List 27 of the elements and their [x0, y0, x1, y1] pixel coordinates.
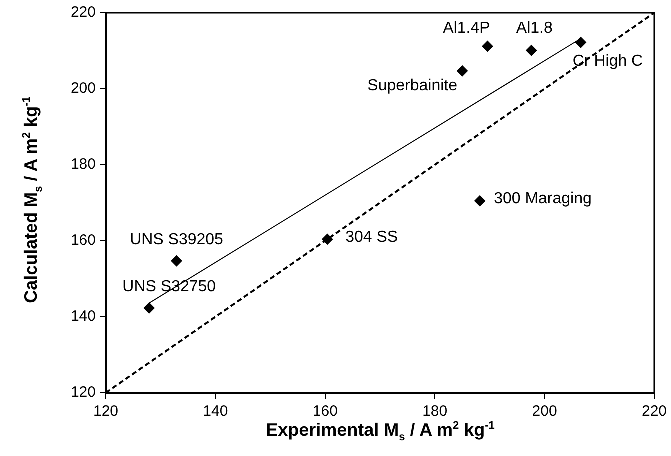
x-tick-label: 160 — [312, 403, 338, 420]
annotation: Al1.8 — [516, 20, 553, 38]
x-tick-label: 120 — [93, 403, 119, 420]
point — [322, 234, 334, 245]
x-axis-title: Experimental M$_{s}$ / A m$^{2}$ kg$^{-1}$ — [265, 420, 496, 444]
y-tick-label: 220 — [70, 4, 96, 22]
point — [474, 196, 486, 207]
point — [144, 302, 155, 314]
y-tick-label: 200 — [70, 80, 96, 98]
annotation: 300 Maraging — [494, 190, 592, 208]
x-tick-label: 180 — [422, 403, 448, 420]
annotation: Al1.4P — [443, 20, 490, 37]
point — [526, 45, 538, 56]
point — [482, 40, 494, 52]
y-tick-label: 120 — [70, 384, 96, 402]
annotation: 304 SS — [346, 228, 398, 246]
annotation: Superbainite — [368, 78, 458, 95]
x-tick-label: 200 — [532, 403, 558, 420]
point — [575, 37, 586, 48]
y-tick-label: 180 — [70, 156, 96, 174]
annotation: UNS S39205 — [130, 232, 224, 249]
x-tick-label: 140 — [203, 403, 228, 420]
point — [457, 66, 468, 77]
x-tick-label: 220 — [642, 403, 667, 420]
point — [171, 256, 182, 267]
y-tick-label: 160 — [70, 232, 96, 250]
y-tick-label: 140 — [70, 308, 96, 326]
